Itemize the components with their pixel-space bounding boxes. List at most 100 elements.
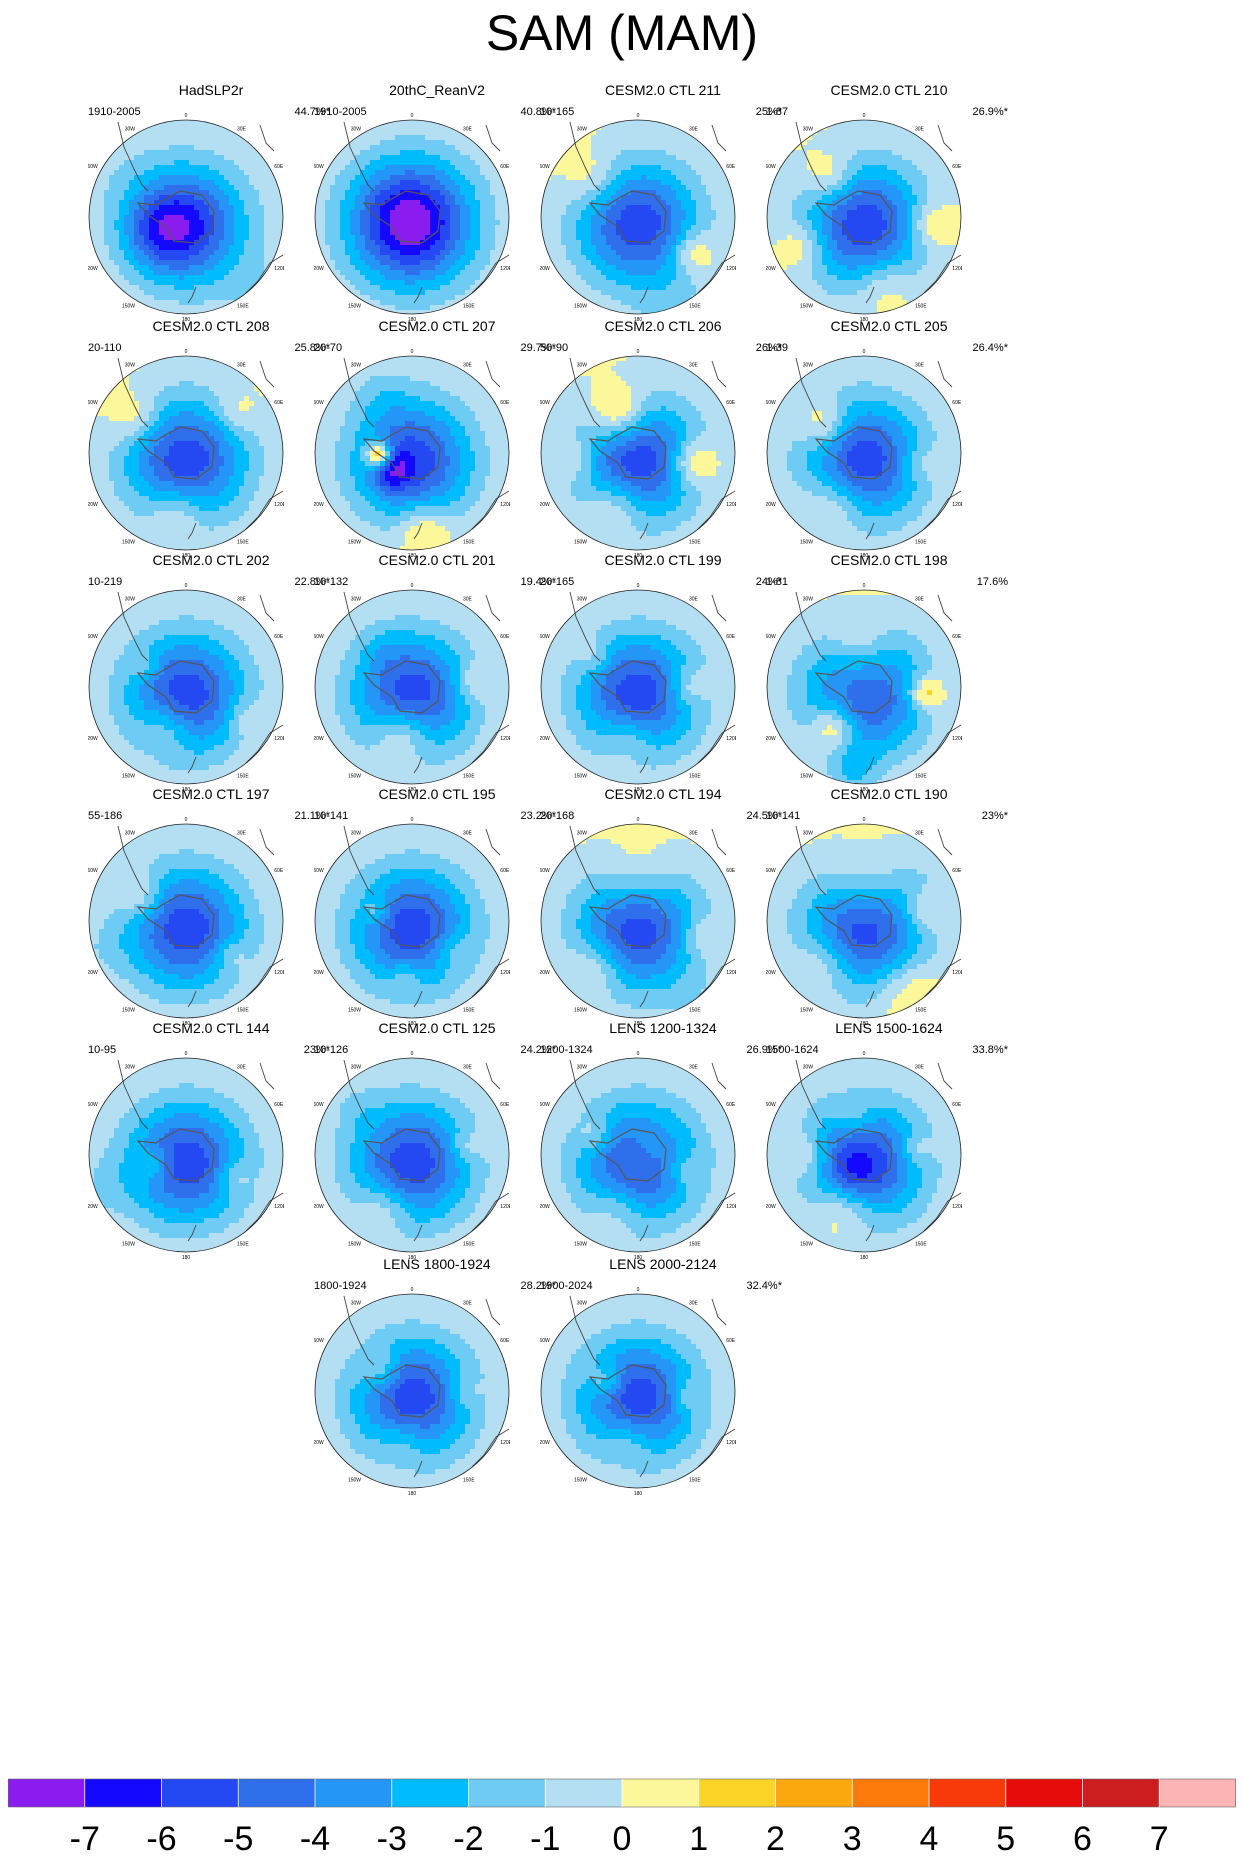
- field-cell: [847, 265, 853, 271]
- field-cell: [114, 285, 120, 291]
- field-cell: [244, 295, 250, 301]
- field-cell: [817, 195, 823, 201]
- field-cell: [104, 205, 110, 211]
- field-cell: [641, 145, 647, 151]
- field-cell: [706, 170, 712, 176]
- field-cell: [199, 135, 205, 141]
- field-cell: [109, 215, 115, 221]
- field-cell: [425, 150, 431, 156]
- field-cell: [435, 260, 441, 266]
- field-cell: [204, 150, 210, 156]
- field-cell: [922, 175, 928, 181]
- field-cell: [450, 145, 456, 151]
- field-cell: [144, 270, 150, 276]
- field-cell: [812, 185, 818, 191]
- field-cell: [435, 165, 441, 171]
- field-cell: [134, 160, 140, 166]
- field-cell: [385, 160, 391, 166]
- field-cell: [184, 175, 190, 181]
- field-cell: [696, 175, 702, 181]
- field-cell: [711, 235, 717, 241]
- field-cell: [485, 195, 491, 201]
- field-cell: [857, 175, 863, 181]
- field-cell: [410, 295, 416, 301]
- field-cell: [666, 255, 672, 261]
- field-cell: [842, 210, 848, 216]
- field-cell: [400, 240, 406, 246]
- field-cell: [229, 275, 235, 281]
- field-cell: [681, 250, 687, 256]
- field-cell: [932, 230, 938, 236]
- field-cell: [194, 210, 200, 216]
- field-cell: [782, 200, 788, 206]
- field-cell: [606, 230, 612, 236]
- field-cell: [355, 230, 361, 236]
- field-cell: [832, 230, 838, 236]
- field-cell: [847, 205, 853, 211]
- field-cell: [601, 140, 607, 146]
- field-cell: [912, 215, 918, 221]
- field-cell: [400, 225, 406, 231]
- field-cell: [189, 160, 195, 166]
- field-cell: [807, 140, 813, 146]
- field-cell: [460, 240, 466, 246]
- field-cell: [586, 290, 592, 296]
- field-cell: [606, 220, 612, 226]
- field-cell: [641, 160, 647, 166]
- field-cell: [430, 135, 436, 141]
- field-cell: [581, 265, 587, 271]
- field-cell: [912, 145, 918, 151]
- field-cell: [395, 190, 401, 196]
- field-cell: [375, 150, 381, 156]
- field-cell: [847, 155, 853, 161]
- field-cell: [842, 215, 848, 221]
- field-cell: [355, 145, 361, 151]
- field-cell: [224, 170, 230, 176]
- field-cell: [159, 220, 165, 226]
- field-cell: [892, 245, 898, 251]
- field-cell: [124, 160, 130, 166]
- field-cell: [440, 220, 446, 226]
- field-cell: [224, 295, 230, 301]
- field-cell: [345, 255, 351, 261]
- field-cell: [606, 195, 612, 201]
- field-cell: [445, 185, 451, 191]
- field-cell: [229, 250, 235, 256]
- field-cell: [576, 270, 582, 276]
- field-cell: [701, 160, 707, 166]
- field-cell: [94, 210, 100, 216]
- field-cell: [621, 165, 627, 171]
- field-cell: [209, 175, 215, 181]
- field-cell: [465, 240, 471, 246]
- field-cell: [631, 245, 637, 251]
- field-cell: [244, 150, 250, 156]
- field-cell: [385, 240, 391, 246]
- field-cell: [355, 255, 361, 261]
- field-cell: [701, 140, 707, 146]
- field-cell: [330, 210, 336, 216]
- field-cell: [862, 220, 868, 226]
- field-cell: [214, 170, 220, 176]
- field-cell: [922, 235, 928, 241]
- field-cell: [229, 220, 235, 226]
- field-cell: [907, 180, 913, 186]
- field-cell: [636, 200, 642, 206]
- field-cell: [465, 190, 471, 196]
- field-cell: [877, 180, 883, 186]
- field-cell: [174, 255, 180, 261]
- field-cell: [606, 210, 612, 216]
- field-cell: [425, 220, 431, 226]
- field-cell: [616, 135, 622, 141]
- field-cell: [405, 300, 411, 306]
- field-cell: [380, 210, 386, 216]
- field-cell: [812, 255, 818, 261]
- polar-map: 030E60E90E120E150E180150W120W90W60W30W: [540, 113, 736, 323]
- field-cell: [616, 120, 622, 126]
- field-cell: [867, 215, 873, 221]
- field-cell: [345, 265, 351, 271]
- field-cell: [581, 215, 587, 221]
- field-cell: [787, 225, 793, 231]
- field-cell: [149, 180, 155, 186]
- field-cell: [636, 245, 642, 251]
- field-cell: [164, 210, 170, 216]
